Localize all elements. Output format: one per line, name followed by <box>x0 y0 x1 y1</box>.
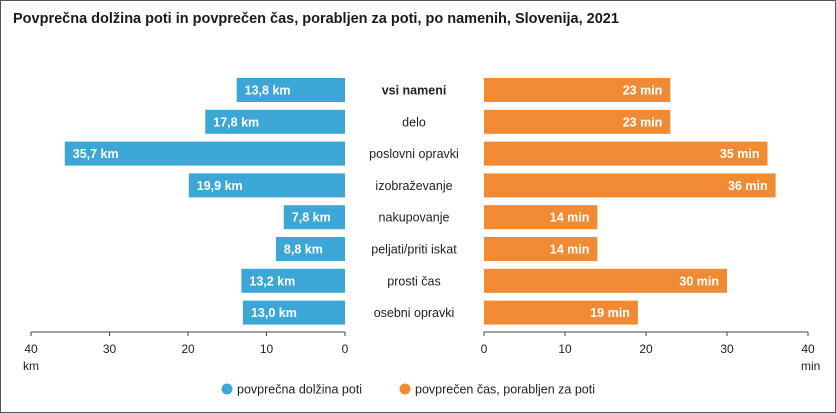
label-time-izobrazevanje: 36 min <box>728 179 768 193</box>
category-label-izobrazevanje: izobraževanje <box>375 179 452 193</box>
label-time-poslovni-opravki: 35 min <box>720 147 760 161</box>
category-label-peljati-priti-iskat: peljati/priti iskat <box>371 243 457 257</box>
label-distance-osebni-opravki: 13,0 km <box>251 306 297 320</box>
legend-time-label: povprečen čas, porabljen za poti <box>415 383 595 397</box>
label-time-vsi-nameni: 23 min <box>623 84 663 98</box>
left-axis-unit: km <box>23 359 39 373</box>
right-tick-label-20: 20 <box>639 342 653 356</box>
category-label-delo: delo <box>402 115 426 129</box>
label-time-osebni-opravki: 19 min <box>590 306 630 320</box>
label-time-nakupovanje: 14 min <box>550 211 590 225</box>
label-distance-delo: 17,8 km <box>213 115 259 129</box>
right-tick-label-30: 30 <box>720 342 734 356</box>
bar-distance-peljati-priti-iskat <box>275 237 345 261</box>
label-distance-prosti-cas: 13,2 km <box>249 274 295 288</box>
label-distance-poslovni-opravki: 35,7 km <box>73 147 119 161</box>
label-distance-peljati-priti-iskat: 8,8 km <box>284 243 323 257</box>
category-label-nakupovanje: nakupovanje <box>379 211 450 225</box>
chart-rows: 13,8 km 23 min vsi nameni 17,8 km 23 min delo… <box>64 78 776 325</box>
left-tick-label-0: 0 <box>342 342 349 356</box>
label-distance-nakupovanje: 7,8 km <box>292 211 331 225</box>
right-tick-label-0: 0 <box>481 342 488 356</box>
left-tick-label-40: 40 <box>24 342 38 356</box>
legend-time-marker <box>399 383 411 395</box>
bar-time-izobrazevanje <box>484 173 776 198</box>
category-label-osebni-opravki: osebni opravki <box>374 306 455 320</box>
bar-distance-vsi-nameni <box>236 78 345 102</box>
bar-time-peljati-priti-iskat <box>484 237 598 261</box>
category-label-vsi-nameni: vsi nameni <box>382 84 447 98</box>
label-distance-vsi-nameni: 13,8 km <box>245 84 291 98</box>
legend-distance-marker <box>221 383 233 395</box>
bar-distance-prosti-cas <box>241 268 345 293</box>
category-label-poslovni-opravki: poslovni opravki <box>369 147 459 161</box>
left-tick-label-20: 20 <box>181 342 195 356</box>
right-axis-unit: min <box>801 359 820 373</box>
bar-time-delo <box>484 109 671 134</box>
left-tick-label-10: 10 <box>260 342 274 356</box>
bar-time-vsi-nameni <box>484 78 671 102</box>
category-label-prosti-cas: prosti čas <box>387 274 441 288</box>
bar-time-prosti-cas <box>484 268 727 293</box>
bar-time-nakupovanje <box>484 205 598 230</box>
chart-axes: 40 30 20 10 0 km 0 10 20 30 40 min <box>23 331 820 373</box>
label-distance-izobrazevanje: 19,9 km <box>197 179 243 193</box>
right-tick-label-40: 40 <box>801 342 815 356</box>
label-time-delo: 23 min <box>623 115 663 129</box>
chart-legend: povprečna dolžina poti povprečen čas, por… <box>221 383 595 397</box>
right-tick-label-10: 10 <box>558 342 572 356</box>
chart-title: Povprečna dolžina poti in povprečen čas,… <box>13 11 619 27</box>
left-tick-label-30: 30 <box>103 342 117 356</box>
label-time-prosti-cas: 30 min <box>679 274 719 288</box>
bar-distance-poslovni-opravki <box>64 141 345 166</box>
bar-distance-osebni-opravki <box>242 300 345 325</box>
legend-distance-label: povprečna dolžina poti <box>237 383 362 397</box>
bar-distance-nakupovanje <box>283 205 345 230</box>
bar-distance-delo <box>205 109 345 134</box>
bar-time-osebni-opravki <box>484 300 638 325</box>
bar-distance-izobrazevanje <box>188 173 345 198</box>
bar-time-poslovni-opravki <box>484 141 768 166</box>
label-time-peljati-priti-iskat: 14 min <box>550 243 590 257</box>
